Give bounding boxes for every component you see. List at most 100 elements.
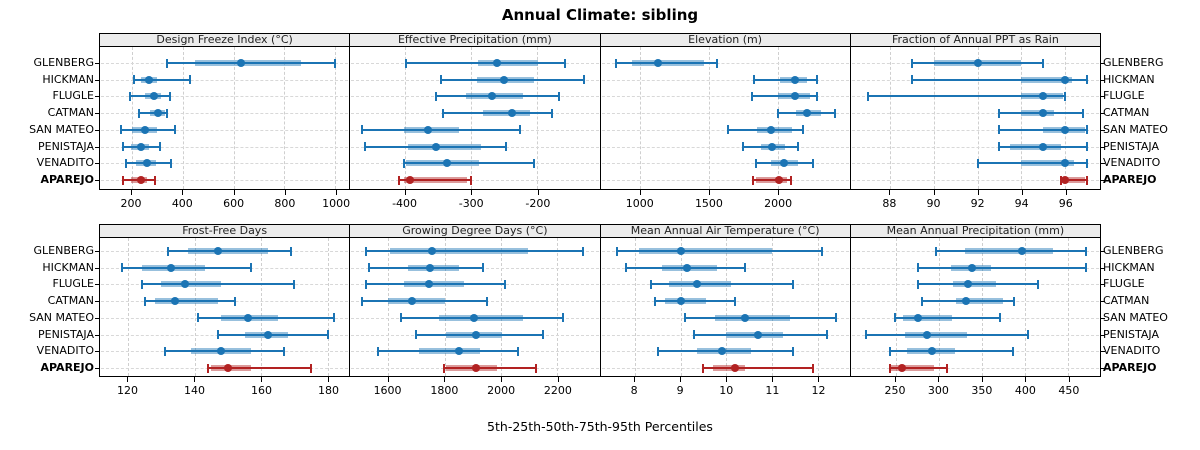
whisker-cap <box>751 175 754 185</box>
y-axis-tick <box>95 63 99 64</box>
gridline <box>981 238 983 376</box>
percentile-5-95-line <box>440 78 584 81</box>
whisker-cap <box>867 91 870 101</box>
row-guideline <box>851 113 1099 115</box>
percentile-5-95-line <box>403 162 535 165</box>
gridline <box>977 47 979 189</box>
percentile-5-95-line <box>435 95 560 98</box>
whisker-cap <box>166 58 169 68</box>
whisker-cap <box>998 125 1001 135</box>
gridline <box>261 238 263 376</box>
x-axis-elevation-m: 1000 1500 2000 <box>600 190 851 214</box>
row-guideline <box>101 146 349 148</box>
row-guideline <box>851 180 1099 181</box>
y-axis-tick <box>95 146 99 148</box>
whisker-cap <box>364 279 367 289</box>
whisker-cap <box>614 58 617 68</box>
axis-tick-label: 400 <box>1014 384 1036 397</box>
whisker-cap <box>1085 142 1088 152</box>
percentile-5-95-line <box>918 283 1038 286</box>
percentile-5-95-line <box>134 78 190 81</box>
median-dot-flugle <box>488 92 497 101</box>
axis-tick-label: 1000 <box>625 197 654 210</box>
median-dot-venadito <box>217 347 226 356</box>
y-axis-tick <box>1101 251 1105 252</box>
y-axis-tick <box>95 79 99 81</box>
axis-tick <box>557 377 559 382</box>
station-label-venadito: VENADITO <box>36 156 94 170</box>
axis-tick <box>977 190 979 195</box>
whisker-cap <box>1027 330 1030 340</box>
median-dot-aparejo <box>223 364 232 372</box>
whisker-cap <box>519 125 522 135</box>
gridline <box>890 47 892 189</box>
median-dot-hickman <box>425 263 434 272</box>
axis-tick-label: 140 <box>183 384 205 397</box>
whisker-cap <box>564 58 567 68</box>
row-guideline <box>601 146 849 148</box>
axis-tick-label: 1800 <box>430 384 459 397</box>
whisker-cap <box>133 75 136 85</box>
panel-plot-frost-free-days <box>99 238 351 377</box>
whisker-cap <box>893 313 896 323</box>
whisker-cap <box>888 346 891 356</box>
y-axis-tick <box>1101 63 1105 64</box>
station-label-catman: CATMAN <box>1103 294 1150 308</box>
row-guideline <box>851 163 1099 165</box>
percentile-5-95-line <box>752 179 791 181</box>
whisker-cap <box>439 75 442 85</box>
station-label-glenberg: GLENBERG <box>33 244 95 257</box>
station-label-san-mateo: SAN MATEO <box>29 122 94 136</box>
percentile-5-95-line <box>911 78 1087 81</box>
median-dot-aparejo <box>472 364 481 372</box>
gridline <box>537 47 539 189</box>
whisker-cap <box>654 296 657 306</box>
axis-tick-label: 200 <box>120 197 142 210</box>
percentile-5-95-line <box>703 367 814 369</box>
median-dot-san-mateo <box>243 313 252 322</box>
gridline <box>1068 238 1070 376</box>
axis-tick <box>933 190 935 195</box>
axis-tick-label: 400 <box>171 197 193 210</box>
gridline <box>128 238 130 376</box>
whisker-cap <box>812 363 815 373</box>
whisker-cap <box>124 158 127 168</box>
axis-tick-label: 2000 <box>764 197 793 210</box>
panel-plot-effective-precipitation-mm <box>349 47 601 190</box>
axis-tick <box>1021 190 1023 195</box>
gridline <box>680 238 682 376</box>
whisker-cap <box>816 75 819 85</box>
gridline <box>335 47 337 189</box>
median-dot-glenberg <box>213 247 222 255</box>
axis-tick-label: 2200 <box>543 384 572 397</box>
median-dot-flugle <box>1039 92 1048 101</box>
gridline <box>284 47 286 189</box>
whisker-cap <box>998 108 1001 118</box>
axis-tick <box>938 377 940 382</box>
whisker-cap <box>188 75 191 85</box>
gridline <box>634 238 636 376</box>
panel-header-elevation-m: Elevation (m) <box>599 33 851 47</box>
station-label-aparejo: APAREJO <box>40 361 94 374</box>
median-dot-venadito <box>779 159 788 168</box>
y-axis-tick <box>1101 96 1105 98</box>
panel-plot-fraction-of-annual-ppt-as-rain <box>849 47 1101 190</box>
axis-tick <box>1068 377 1070 382</box>
median-dot-penistaja <box>922 330 931 339</box>
axis-tick <box>261 377 263 382</box>
percentile-5-95-line <box>650 283 793 286</box>
median-dot-san-mateo <box>914 313 923 322</box>
y-axis-tick <box>95 267 99 269</box>
whisker-cap <box>561 313 564 323</box>
whisker-cap <box>404 58 407 68</box>
whisker-cap <box>1085 246 1088 256</box>
whisker-cap <box>443 363 446 373</box>
median-dot-penistaja <box>1039 142 1048 151</box>
gridline <box>327 238 329 376</box>
percentile-5-95-line <box>168 250 292 252</box>
percentile-5-95-line <box>868 95 1065 98</box>
y-axis-tick <box>1101 284 1105 286</box>
whisker-cap <box>789 175 792 185</box>
median-dot-flugle <box>790 92 799 101</box>
y-axis-tick <box>1101 79 1105 81</box>
